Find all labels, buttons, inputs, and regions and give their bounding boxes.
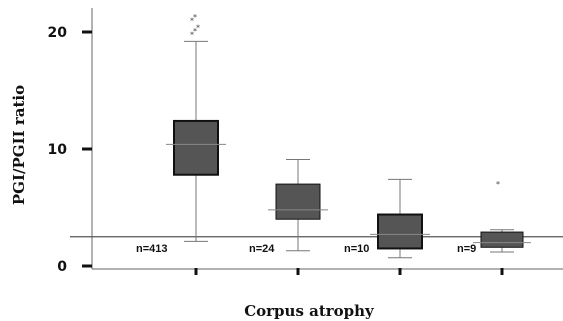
n-label-1: n=24 xyxy=(249,243,275,255)
y-tick-label-10: 10 xyxy=(48,142,68,158)
outlier-0-4: * xyxy=(193,13,197,22)
y-tick-label-0: 0 xyxy=(57,259,67,275)
outlier-0-3: * xyxy=(190,16,194,25)
x-axis-title: Corpus atrophy xyxy=(244,302,375,320)
x-tick-3 xyxy=(500,268,504,275)
box-2 xyxy=(377,213,423,250)
x-tick-1 xyxy=(296,268,300,275)
boxes: * * ** *n=413 n=24 n=10*n=9 xyxy=(136,13,531,275)
box-0 xyxy=(173,119,219,176)
box-1 xyxy=(275,183,321,220)
n-label-2: n=10 xyxy=(344,243,369,255)
box-3 xyxy=(480,231,524,248)
y-axis: 0 10 20 xyxy=(48,8,93,275)
x-tick-0 xyxy=(194,268,198,275)
outlier-0-0: * xyxy=(190,30,194,39)
y-axis-title: PGI/PGII ratio xyxy=(10,85,28,205)
outlier-0-2: * xyxy=(196,23,200,32)
y-tick-label-20: 20 xyxy=(48,25,68,41)
x-tick-2 xyxy=(398,268,402,275)
outlier-3-0: * xyxy=(496,180,500,189)
n-label-0: n=413 xyxy=(136,243,168,255)
n-label-3: n=9 xyxy=(457,243,476,255)
outlier-0-1: * xyxy=(193,27,197,36)
